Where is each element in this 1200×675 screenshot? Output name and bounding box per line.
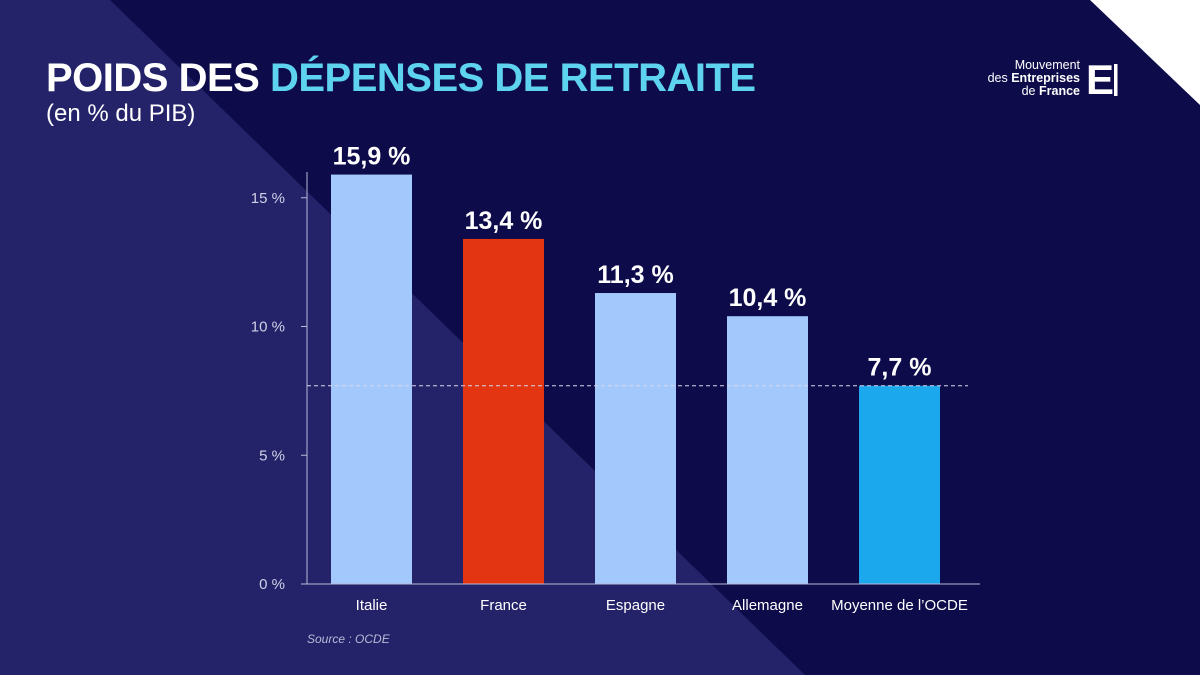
y-tick-label: 15 % — [251, 190, 285, 207]
logo-line3-b: France — [1039, 83, 1080, 98]
subtitle: (en % du PIB) — [46, 100, 196, 127]
logo-text: Mouvement des Entreprises de France — [987, 57, 1080, 98]
y-tick-label: 5 % — [259, 447, 285, 464]
bar-value-label: 10,4 % — [729, 284, 807, 312]
medef-logo: Mouvement des Entreprises de France E — [988, 58, 1120, 98]
bar-value-label: 13,4 % — [465, 207, 543, 235]
logo-line2-b: Entreprises — [1011, 70, 1080, 85]
logo-line3: de France — [988, 83, 1080, 98]
bar-value-label: 11,3 % — [597, 261, 673, 289]
logo-line1: Mouvement — [1014, 57, 1080, 72]
title-part1: POIDS DES — [46, 56, 270, 100]
x-category-label: Espagne — [606, 597, 665, 614]
logo-e-mark-icon: E — [1086, 58, 1118, 98]
logo-line2-a: des — [987, 70, 1012, 85]
bar — [463, 238, 544, 584]
bar — [727, 316, 808, 584]
bar — [595, 293, 676, 584]
x-category-label: Moyenne de l’OCDE — [831, 597, 968, 614]
logo-mark-letter: E — [1086, 58, 1114, 98]
bar-value-label: 7,7 % — [868, 354, 932, 382]
logo-line3-a: de — [1021, 83, 1039, 98]
x-category-label: France — [480, 597, 527, 614]
source-note: Source : OCDE — [307, 632, 390, 646]
x-category-label: Allemagne — [732, 597, 803, 614]
logo-line2: des Entreprises — [987, 70, 1080, 85]
page-title: POIDS DES DÉPENSES DE RETRAITE — [46, 58, 756, 98]
corner-triangle — [1090, 0, 1200, 105]
bar — [859, 385, 940, 584]
x-category-label: Italie — [356, 597, 388, 614]
logo-mark-bar — [1114, 64, 1118, 96]
bar-value-label: 15,9 % — [333, 143, 411, 171]
bar — [331, 174, 412, 584]
y-tick-label: 10 % — [251, 319, 285, 336]
y-tick-label: 0 % — [259, 576, 285, 593]
title-highlight: DÉPENSES DE RETRAITE — [269, 56, 756, 100]
